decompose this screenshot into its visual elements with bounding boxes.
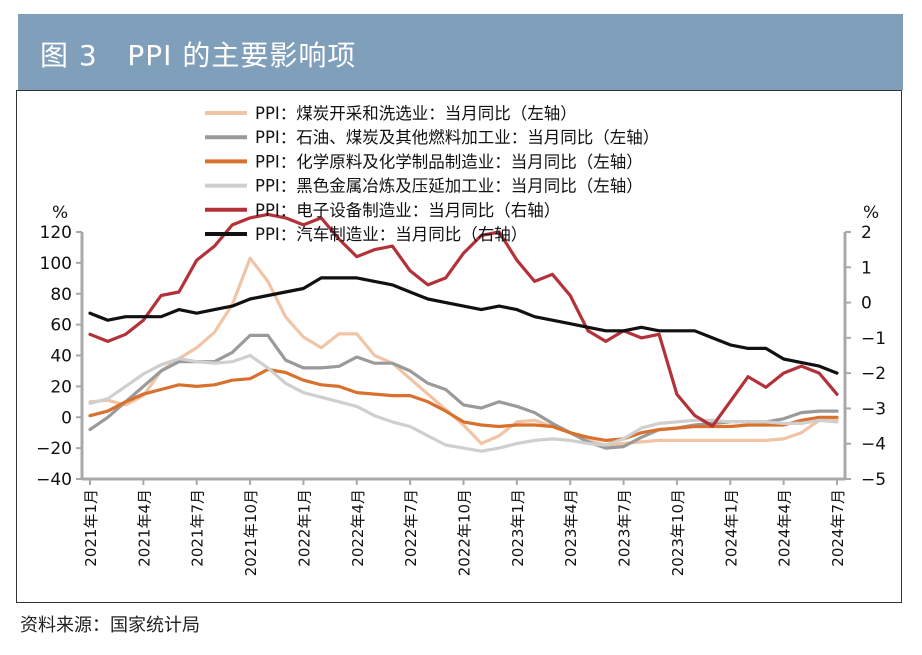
x-tick-label: 2024年1月	[722, 489, 740, 567]
legend-label-3: PPI：化学原料及化学制品制造业：当月同比（左轴）	[255, 152, 643, 171]
right-tick-label: −4	[861, 435, 886, 455]
legend-label-6: PPI：汽车制造业：当月同比（右轴）	[255, 225, 527, 244]
x-tick-label: 2021年7月	[189, 489, 207, 567]
x-tick-label: 2022年7月	[402, 489, 420, 567]
x-tick-label: 2023年10月	[669, 489, 687, 576]
right-tick-label: −3	[861, 399, 886, 419]
x-tick-label: 2022年1月	[295, 489, 313, 567]
x-tick-label: 2022年4月	[349, 489, 367, 567]
source-note: 资料来源：国家统计局	[20, 615, 200, 636]
x-tick-label: 2023年1月	[509, 489, 527, 567]
right-tick-label: 1	[861, 258, 872, 278]
left-tick-label: 100	[40, 254, 72, 274]
title-banner: 图 3 PPI 的主要影响项	[18, 14, 903, 90]
left-tick-label: 20	[50, 377, 72, 397]
right-tick-label: 2	[861, 223, 872, 243]
right-axis-unit: %	[863, 203, 879, 223]
left-tick-label: 0	[61, 408, 72, 428]
left-tick-label: 120	[40, 223, 72, 243]
series-lines	[88, 212, 839, 453]
left-tick-label: 40	[50, 347, 72, 367]
x-tick-label: 2021年10月	[242, 489, 260, 576]
series-line-1	[88, 256, 839, 447]
left-tick-label: 60	[50, 316, 72, 336]
right-tick-label: 0	[861, 294, 872, 314]
axes: % %120100806040200−20−40210−1−2−3−4−52021…	[36, 203, 886, 576]
left-tick-label: −40	[36, 470, 72, 490]
x-tick-label: 2023年4月	[562, 489, 580, 567]
legend-label-1: PPI：煤炭开采和洗选业：当月同比（左轴）	[255, 104, 577, 123]
legend-label-5: PPI：电子设备制造业：当月同比（右轴）	[255, 201, 560, 220]
left-axis-unit: %	[52, 203, 68, 223]
series-line-2	[88, 333, 839, 450]
x-tick-label: 2021年4月	[135, 489, 153, 567]
right-tick-label: −1	[861, 329, 886, 349]
x-tick-label: 2022年10月	[456, 489, 474, 576]
plot-frame	[16, 90, 902, 603]
legend-label-4: PPI：黑色金属冶炼及压延加工业：当月同比（左轴）	[255, 177, 643, 196]
series-line-4	[88, 353, 839, 453]
series-line-5	[88, 212, 839, 428]
legend: PPI：煤炭开采和洗选业：当月同比（左轴） PPI：石油、煤炭及其他燃料加工业：当…	[205, 104, 659, 244]
x-tick-label: 2023年7月	[616, 489, 634, 567]
series-line-6	[88, 276, 839, 375]
right-tick-label: −2	[861, 364, 886, 384]
legend-label-2: PPI：石油、煤炭及其他燃料加工业：当月同比（左轴）	[255, 128, 659, 147]
x-tick-label: 2024年4月	[776, 489, 794, 567]
left-tick-label: −20	[36, 439, 72, 459]
x-tick-label: 2021年1月	[82, 489, 100, 567]
x-tick-label: 2024年7月	[829, 489, 847, 567]
chart-title: 图 3 PPI 的主要影响项	[40, 39, 357, 72]
left-tick-label: 80	[50, 285, 72, 305]
right-tick-label: −5	[861, 470, 886, 490]
